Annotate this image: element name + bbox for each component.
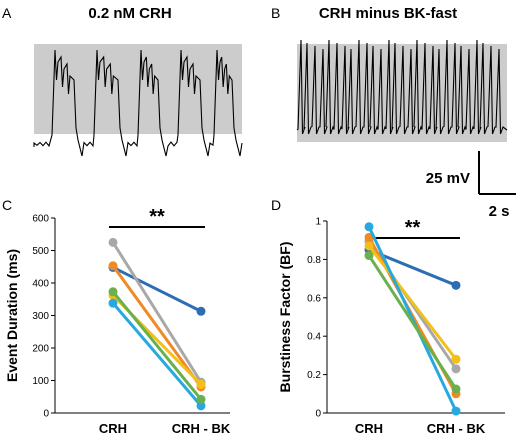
series-2 <box>108 237 206 387</box>
category-label: CRH <box>99 421 127 434</box>
y-tick-label: 0.8 <box>307 255 321 266</box>
y-tick-label: 500 <box>32 246 49 257</box>
category-label: CRH - BK <box>427 421 486 434</box>
data-point <box>196 306 206 316</box>
category-label: CRH <box>355 421 383 434</box>
significance-label: ** <box>149 206 165 228</box>
y-tick-label: 1 <box>315 217 321 228</box>
series-line <box>111 264 203 389</box>
series-line <box>111 301 203 408</box>
data-point <box>364 251 374 261</box>
data-point <box>451 364 461 374</box>
data-point <box>451 406 461 416</box>
panel-d-letter: D <box>271 197 281 213</box>
y-tick-label: 0.6 <box>307 293 321 304</box>
data-point <box>451 280 461 290</box>
data-point <box>108 237 118 247</box>
y-tick-label: 200 <box>32 344 49 355</box>
data-point <box>196 401 206 411</box>
data-point <box>196 394 206 404</box>
series-line <box>367 254 458 391</box>
y-tick-label: 0 <box>315 409 321 420</box>
chart-d-burstiness-factor: 0 0.2 0.4 0.6 0.8 1 Burstiness Factor (BF) CRH C… <box>277 217 505 434</box>
y-tick-label: 0.4 <box>307 332 321 343</box>
panel-a-voltage-trace <box>33 49 243 157</box>
category-label: CRH - BK <box>172 421 231 434</box>
chart-c-event-duration: 0 100 200 300 400 500 600 Event Duration (ms) CR… <box>4 206 231 434</box>
data-point <box>364 241 374 251</box>
series-1 <box>108 262 206 316</box>
y-tick-label: 0 <box>43 409 49 420</box>
series-3 <box>108 261 206 392</box>
significance-label: ** <box>405 217 421 239</box>
y-tick-label: 300 <box>32 311 49 322</box>
panel-b-letter: B <box>271 5 280 21</box>
data-point <box>108 298 118 308</box>
y-tick-label: 100 <box>32 376 49 387</box>
series-line <box>111 290 203 401</box>
data-point <box>108 287 118 297</box>
data-point <box>364 222 374 232</box>
series-4 <box>364 241 461 364</box>
panel-b-title: CRH minus BK-fast <box>319 5 457 22</box>
data-point <box>108 261 118 271</box>
series-1 <box>364 245 461 290</box>
y-axis-label: Burstiness Factor (BF) <box>277 242 293 393</box>
panel-a-title: 0.2 nM CRH <box>88 5 171 22</box>
y-tick-label: 400 <box>32 279 49 290</box>
series-6 <box>364 251 461 394</box>
series-line <box>111 240 203 384</box>
series-line <box>111 265 203 313</box>
series-5 <box>108 298 206 411</box>
panel-b-voltage-trace <box>296 39 508 135</box>
data-point <box>364 232 374 242</box>
series-line <box>367 225 458 413</box>
scale-bar-time-label: 2 s <box>489 203 510 220</box>
data-point <box>451 354 461 364</box>
scale-bar-voltage-label: 25 mV <box>426 170 470 187</box>
y-tick-label: 600 <box>32 214 49 225</box>
data-point <box>196 379 206 389</box>
series-line <box>367 244 458 361</box>
series-5 <box>364 222 461 416</box>
series-6 <box>108 287 206 404</box>
panel-a-letter: A <box>2 5 12 21</box>
y-tick-label: 0.2 <box>307 370 321 381</box>
y-axis-label: Event Duration (ms) <box>4 249 20 382</box>
panel-c-letter: C <box>2 197 12 213</box>
data-point <box>451 384 461 394</box>
